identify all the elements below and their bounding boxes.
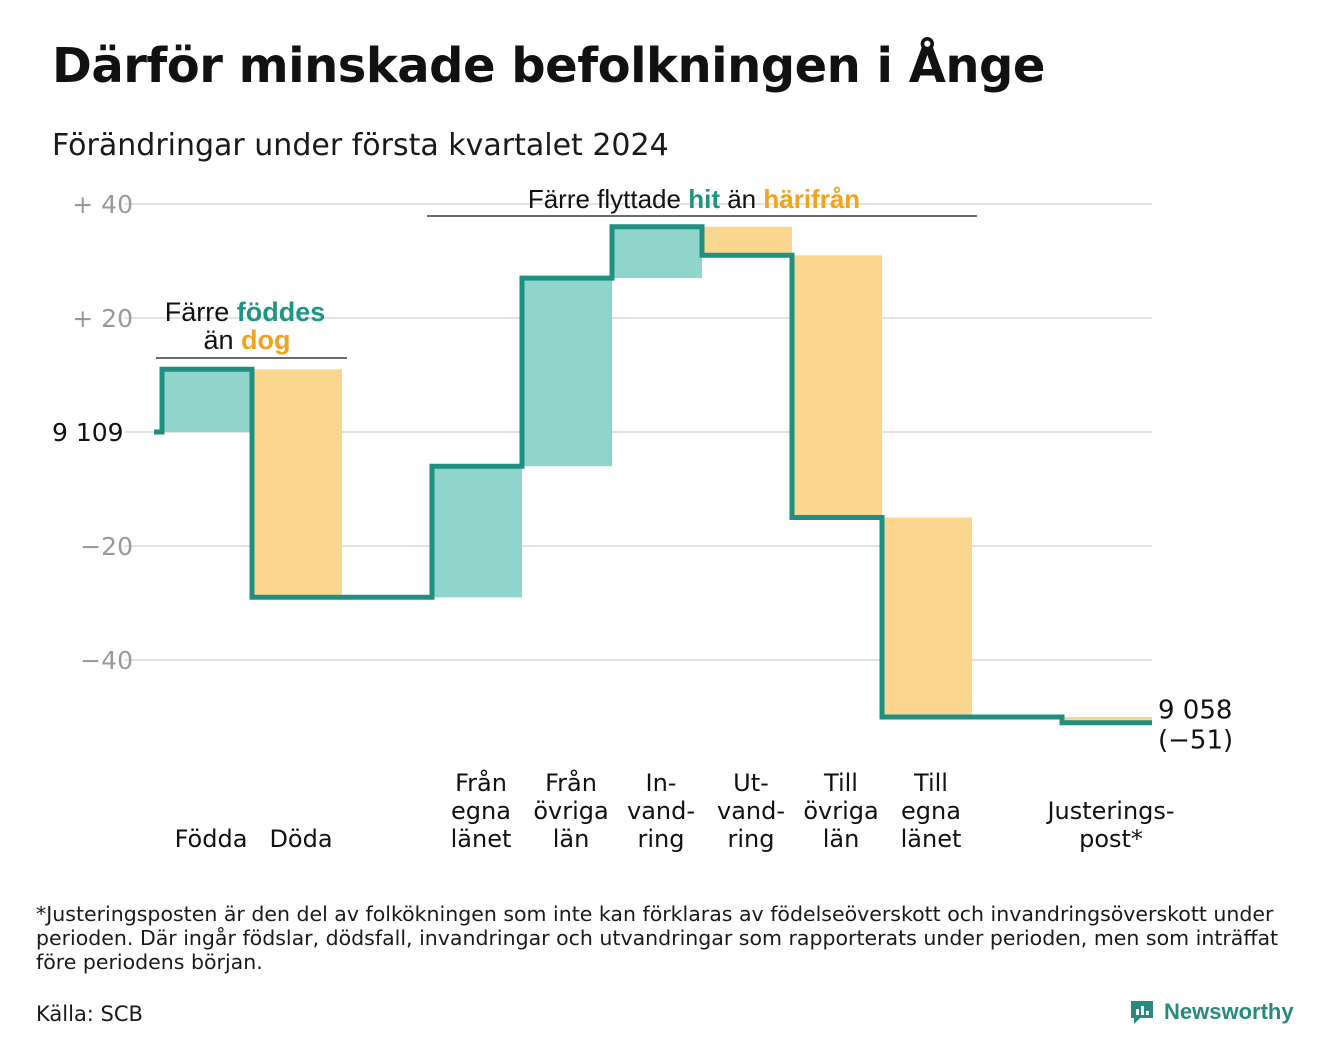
footnote: *Justeringsposten är den del av folkökni… [36, 902, 1279, 974]
chart-subtitle: Förändringar under första kvartalet 2024 [52, 128, 669, 163]
x-tick-label: Från [455, 768, 507, 797]
x-tick-label: län [823, 825, 860, 853]
y-tick-label: + 20 [72, 304, 133, 333]
source-note: Källa: SCB [36, 1002, 143, 1026]
cumulative-line-group [154, 224, 1152, 726]
bar-födda [162, 369, 252, 432]
newsworthy-logo: Newsworthy [1128, 998, 1294, 1026]
migration-annotation: Färre flyttade hit än härifrån [427, 184, 977, 217]
x-tick-label: ring [728, 825, 775, 853]
x-axis-labels: Födda DödaFrånegnalänetFrånövrigalänIn-va… [175, 768, 1175, 853]
x-tick-label: egna [901, 797, 961, 825]
x-tick-label: Till [823, 769, 858, 797]
x-tick-label: Justerings- [1045, 797, 1174, 825]
x-tick-label: län [553, 825, 590, 853]
bar-tillövrigalän [792, 255, 882, 518]
bar-frånövrigalän [522, 278, 612, 467]
y-tick-label-start: 9 109 [52, 418, 124, 447]
x-tick-label: vand- [627, 797, 695, 825]
migration-annotation-text: Färre flyttade hit än härifrån [528, 184, 860, 214]
y-tick-label: + 40 [72, 190, 133, 219]
bar-justeringspost [1062, 717, 1152, 723]
newsworthy-logo-text: Newsworthy [1164, 999, 1294, 1024]
x-tick-label: Ut- [733, 769, 769, 797]
y-tick-label: −20 [80, 532, 133, 561]
waterfall-chart: + 40+ 209 109−20−40 Födda DödaFrånegnalän… [52, 184, 1233, 853]
x-tick-label: egna [451, 797, 511, 825]
births-annotation: Färre föddes än dog [156, 297, 347, 359]
x-tick-label: Döda [269, 825, 332, 853]
x-tick-label: övriga [803, 797, 878, 825]
x-tick-label: övriga [533, 797, 608, 825]
x-tick-label: post* [1079, 825, 1143, 853]
bar-döda [252, 369, 342, 598]
end-labels: 9 058(−51) [1158, 696, 1233, 756]
x-tick-label: In- [646, 769, 677, 797]
end-change-label: (−51) [1158, 726, 1233, 756]
x-tick-label: Födda [175, 825, 248, 853]
cumulative-line [154, 224, 1152, 726]
y-tick-label: −40 [80, 646, 133, 675]
x-tick-label: länet [451, 825, 512, 853]
x-tick-label: vand- [717, 797, 785, 825]
bar-frånegnalänet [432, 466, 522, 598]
bar-utvandring [702, 226, 792, 256]
bar-tillegnalänet [882, 517, 972, 717]
chart-title: Därför minskade befolkningen i Ånge [52, 38, 1045, 94]
end-value-label: 9 058 [1158, 696, 1232, 726]
bars [162, 226, 1152, 723]
births-annotation-line2: än dog [203, 325, 290, 355]
births-annotation-line1: Färre föddes [165, 297, 326, 327]
x-tick-label: länet [901, 825, 962, 853]
x-tick-label: Till [913, 769, 948, 797]
bar-invandring [612, 226, 702, 279]
y-axis-ticks: + 40 + 20 9 109 −20 −40 [52, 190, 133, 675]
x-tick-label: Från [545, 768, 597, 797]
x-tick-label: ring [638, 825, 685, 853]
newsworthy-logo-icon [1131, 1001, 1153, 1024]
